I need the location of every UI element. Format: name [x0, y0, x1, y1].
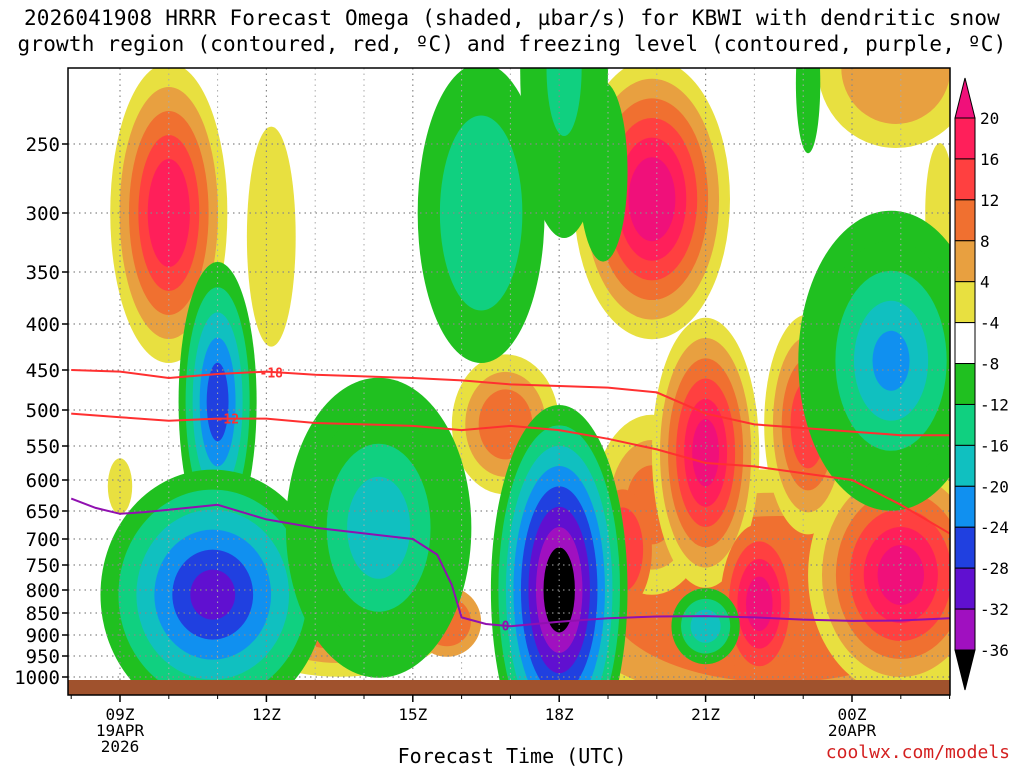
chart-title-line1: 2026041908 HRRR Forecast Omega (shaded, …: [23, 6, 1001, 30]
y-tick-label-850: 850: [26, 603, 60, 625]
colorbar: 20 16 12 8 4 -4 -8 -12 -16 -20 -24 -28 -32 -36: [954, 77, 1009, 691]
ascent-10z-level-4: [147, 159, 190, 267]
colorbar-label-4: 4: [980, 273, 990, 292]
x-tick-date-09Z: 19APR: [96, 721, 145, 740]
y-tick-label-700: 700: [26, 529, 60, 551]
descent-14z-level-3: [347, 476, 411, 579]
colorbar-label-1: 16: [980, 150, 999, 169]
y-tick-label-600: 600: [26, 470, 60, 492]
credit-link[interactable]: coolwx.com/models: [825, 742, 1010, 763]
x-tick-label-21Z: 21Z: [691, 705, 720, 724]
y-tick-label-300: 300: [26, 203, 60, 225]
y-tick-label-750: 750: [26, 555, 60, 577]
colorbar-label-3: 8: [980, 232, 990, 251]
y-tick-label-400: 400: [26, 314, 60, 336]
contour-dendritic-0: [71, 369, 950, 437]
colorbar-bin-6: [954, 363, 976, 405]
descent-18z-upper-level-2: [546, 68, 582, 136]
contour-label-1: -12: [216, 413, 239, 428]
ascent-22z-level-3: [746, 576, 773, 631]
contour-dendritic-1: [71, 412, 950, 535]
colorbar-bin-0: [954, 117, 976, 160]
x-tick-label-15Z: 15Z: [398, 705, 427, 724]
colorbar-bin-10: [954, 526, 976, 569]
y-tick-label-350: 350: [26, 262, 60, 284]
ascent-12z-upper-level-0: [246, 126, 296, 347]
colorbar-bin-12: [954, 608, 976, 651]
x-tick-year-09Z: 2026: [101, 737, 140, 756]
colorbar-label-5: -4: [980, 314, 999, 333]
plot-frame: [67, 67, 951, 696]
chart-title-line2: growth region (contoured, red, ºC) and f…: [17, 32, 1007, 56]
y-tick-label-250: 250: [26, 134, 60, 156]
colorbar-bin-4: [954, 281, 976, 324]
y-tick-label-900: 900: [26, 625, 60, 647]
colorbar-label-8: -16: [980, 436, 1009, 455]
colorbar-bin-5: [954, 322, 976, 365]
contour-label-2: 0: [502, 619, 510, 634]
descent-00z-upper-level-4: [872, 330, 910, 391]
colorbar-label-0: 20: [980, 109, 999, 128]
colorbar-label-12: -32: [980, 600, 1009, 619]
descent-23z-thin-level-0: [795, 68, 821, 154]
descent-21z-low-level-2: [690, 609, 721, 643]
colorbar-label-9: -20: [980, 477, 1009, 496]
ascent-top-right-level-1: [841, 68, 950, 124]
contour-label-0: -18: [260, 366, 284, 381]
descent-11z-low-level-5: [190, 569, 236, 620]
ground-strip: [68, 680, 950, 695]
x-tick-date-00Z: 20APR: [828, 721, 877, 740]
y-tick-label-800: 800: [26, 580, 60, 602]
colorbar-bin-8: [954, 444, 976, 487]
x-tick-label-12Z: 12Z: [252, 705, 281, 724]
y-tick-label-500: 500: [26, 400, 60, 422]
colorbar-bin-2: [954, 199, 976, 242]
descent-18z-core-level-7: [543, 547, 575, 633]
grid-lines: [68, 68, 950, 695]
y-tick-label-1000: 1000: [14, 667, 60, 689]
descent-11z-level-4: [206, 362, 229, 442]
y-tick-label-650: 650: [26, 501, 60, 523]
colorbar-bottom-arrow: [954, 649, 976, 691]
y-axis: 2503003504004505005506006507007508008509…: [14, 134, 68, 689]
x-axis-label: Forecast Time (UTC): [397, 744, 627, 768]
colorbar-label-11: -28: [980, 559, 1009, 578]
x-tick-label-18Z: 18Z: [545, 705, 574, 724]
y-tick-label-450: 450: [26, 360, 60, 382]
colorbar-label-6: -8: [980, 355, 999, 374]
colorbar-bin-3: [954, 240, 976, 283]
colorbar-bin-7: [954, 403, 976, 446]
contour-freezing-2: [70, 497, 950, 628]
colorbar-label-10: -24: [980, 518, 1009, 537]
colorbar-label-2: 12: [980, 191, 999, 210]
y-tick-label-950: 950: [26, 646, 60, 668]
contour-lines: -18 -12 0: [70, 366, 950, 634]
omega-shaded-field: [68, 68, 950, 695]
colorbar-label-13: -36: [980, 641, 1009, 660]
x-tick-label-00Z: 00Z: [838, 705, 867, 724]
colorbar-bin-9: [954, 485, 976, 528]
colorbar-label-7: -12: [980, 395, 1009, 414]
colorbar-top-arrow: [954, 77, 976, 119]
x-tick-label-09Z: 09Z: [106, 705, 135, 724]
colorbar-bin-1: [954, 158, 976, 201]
colorbar-bin-11: [954, 567, 976, 610]
y-tick-label-550: 550: [26, 436, 60, 458]
ascent-21z-level-5: [692, 419, 720, 487]
ascent-20z-upper-level-5: [628, 157, 676, 242]
descent-19z-upper-level-0: [578, 81, 628, 262]
